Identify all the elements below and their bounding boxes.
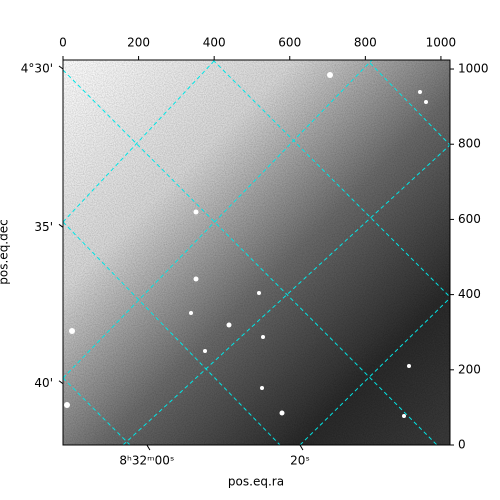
y-axis-label: pos.eq.dec [0, 219, 11, 284]
dec-tick [58, 380, 64, 385]
top-tick-label: 200 [127, 36, 150, 50]
ra-tick [146, 444, 151, 451]
x-axis-label: pos.eq.ra [228, 475, 284, 489]
right-tick-label: 200 [458, 362, 481, 376]
top-tick-label: 600 [278, 36, 301, 50]
dec-tick [58, 65, 64, 70]
stars [64, 72, 428, 418]
right-tick-label: 800 [458, 137, 481, 151]
dec-tick-label: 40' [34, 376, 53, 390]
top-tick-label: 800 [354, 36, 377, 50]
wcs-grid [63, 60, 450, 445]
dec-tick-label: 4°30' [21, 62, 53, 76]
ra-tick-label: 20ˢ [290, 454, 310, 468]
dec-tick-label: 35' [34, 220, 53, 234]
top-tick-label: 400 [203, 36, 226, 50]
dec-tick [58, 223, 64, 228]
right-tick-label: 1000 [458, 62, 489, 76]
frame [62, 59, 451, 446]
right-tick-label: 600 [458, 212, 481, 226]
top-tick-label: 1000 [426, 36, 457, 50]
right-tick-label: 0 [458, 438, 466, 452]
ra-tick [299, 444, 304, 451]
sky-image [63, 60, 450, 445]
ra-tick-label: 8ʰ32ᵐ00ˢ [119, 454, 174, 468]
right-tick-label: 400 [458, 287, 481, 301]
top-tick-label: 0 [59, 36, 67, 50]
